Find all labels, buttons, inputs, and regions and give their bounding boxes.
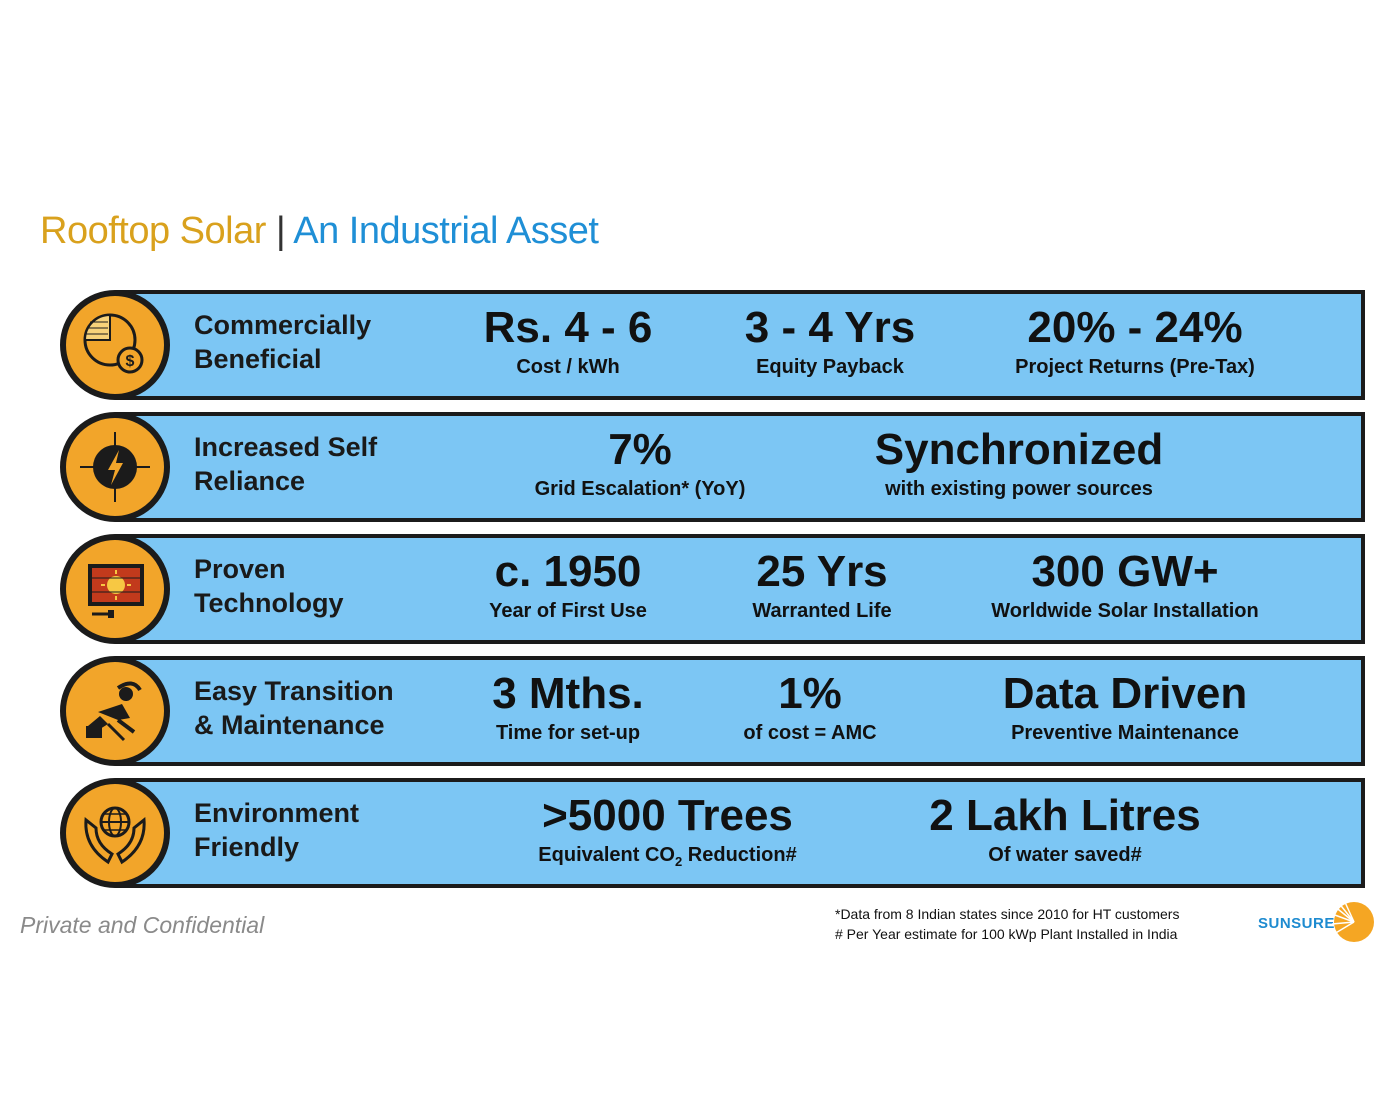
row-environment-friendly: Environment Friendly >5000 Trees Equivale… — [60, 778, 1365, 888]
sun-logo-icon — [1331, 899, 1374, 942]
stat-setup-time: 3 Mths. Time for set-up — [492, 669, 644, 744]
lightning-compass-icon — [80, 432, 150, 502]
row-band — [115, 534, 1365, 644]
stat-water-saved: 2 Lakh Litres Of water saved# — [929, 791, 1201, 866]
stat-project-returns: 20% - 24% Project Returns (Pre-Tax) — [1015, 303, 1255, 378]
stat-grid-escalation: 7% Grid Escalation* (YoY) — [534, 425, 746, 500]
sunsure-logo: SUNSURE — [1258, 892, 1378, 948]
title-part-1: Rooftop Solar — [40, 210, 266, 252]
row-proven-technology: Proven Technology c. 1950 Year of First Us… — [60, 534, 1365, 644]
stat-data-driven: Data Driven Preventive Maintenance — [1002, 669, 1248, 744]
footnote-1: *Data from 8 Indian states since 2010 fo… — [835, 906, 1180, 922]
page-title: Rooftop Solar | An Industrial Asset — [40, 210, 599, 253]
row-icon-circle — [60, 778, 170, 888]
stat-worldwide-installation: 300 GW+ Worldwide Solar Installation — [991, 547, 1259, 622]
solar-panel-icon — [88, 564, 144, 618]
stat-cost-kwh: Rs. 4 - 6 Cost / kWh — [483, 303, 653, 378]
row-label: Easy Transition & Maintenance — [194, 676, 394, 740]
row-label: Environment Friendly — [194, 798, 360, 862]
svg-text:$: $ — [126, 353, 135, 370]
row-commercially-beneficial: $ Commercially Beneficial Rs. 4 - 6 Cost /… — [60, 290, 1365, 400]
stat-first-use: c. 1950 Year of First Use — [489, 547, 647, 622]
title-separator: | — [265, 210, 294, 252]
row-band — [115, 290, 1365, 400]
confidential-label: Private and Confidential — [20, 912, 265, 938]
relaxing-person-icon — [86, 681, 142, 742]
stat-trees-equivalent: >5000 Trees Equivalent CO2 Reduction# — [538, 791, 797, 869]
row-band — [115, 412, 1365, 522]
footnotes: *Data from 8 Indian states since 2010 fo… — [835, 904, 1179, 944]
row-icon-circle — [60, 534, 170, 644]
row-icon-circle: $ — [60, 290, 170, 400]
row-icon-circle — [60, 656, 170, 766]
row-icon-circle — [60, 412, 170, 522]
row-label: Commercially Beneficial — [194, 310, 372, 374]
stat-synchronized: Synchronized with existing power sources — [874, 425, 1164, 500]
footnote-2: # Per Year estimate for 100 kWp Plant In… — [835, 926, 1178, 942]
pie-chart-dollar-icon: $ — [83, 313, 144, 374]
row-band — [115, 656, 1365, 766]
stat-equity-payback: 3 - 4 Yrs Equity Payback — [744, 303, 916, 378]
row-easy-transition: Easy Transition & Maintenance 3 Mths. Time… — [60, 656, 1365, 766]
row-band — [115, 778, 1365, 888]
row-label: Proven Technology — [194, 554, 344, 618]
row-self-reliance: Increased Self Reliance 7% Grid Escalation… — [60, 412, 1365, 522]
stat-amc-cost: 1% of cost = AMC — [743, 669, 877, 744]
logo-text: SUNSURE — [1258, 915, 1335, 932]
hands-globe-icon — [84, 806, 146, 865]
row-label: Increased Self Reliance — [194, 432, 378, 496]
title-part-2: An Industrial Asset — [293, 210, 599, 252]
stat-warranted-life: 25 Yrs Warranted Life — [752, 547, 892, 622]
